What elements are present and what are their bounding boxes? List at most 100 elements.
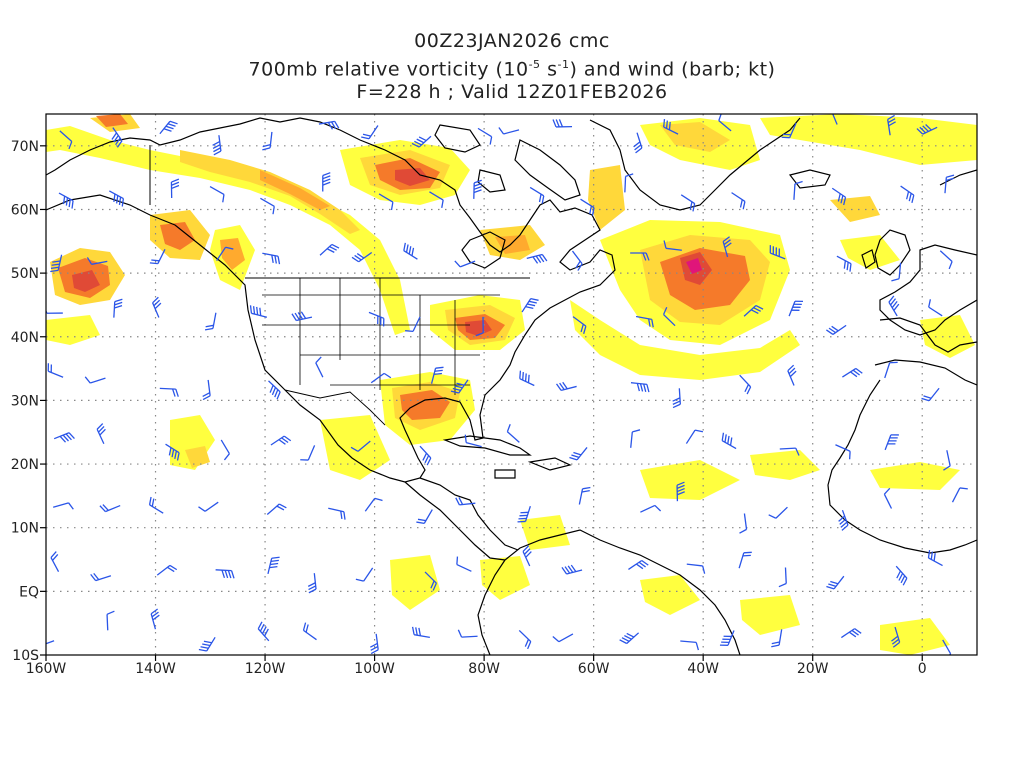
wind-barb: [633, 132, 643, 154]
wind-barb: [473, 179, 482, 199]
wind-barb: [430, 366, 444, 384]
wind-barb: [739, 513, 748, 534]
longitude-labels: 160W 140W 120W 100W 80W 60W 40W 20W 0: [26, 661, 927, 677]
wind-barb: [328, 507, 346, 520]
wind-barb: [781, 122, 797, 139]
wind-barb: [719, 630, 735, 646]
wind-barb: [840, 628, 862, 639]
lon-label: 140W: [135, 661, 176, 677]
wind-barb: [319, 243, 340, 256]
wind-barb: [743, 304, 764, 317]
wind-barb: [721, 432, 737, 450]
wind-barb: [456, 556, 472, 572]
lon-label: 60W: [578, 661, 610, 677]
wind-barb: [787, 364, 797, 386]
wind-barb: [916, 124, 938, 135]
vorticity-shading: [46, 114, 977, 655]
wind-barb: [771, 629, 783, 648]
wind-barb: [262, 252, 281, 265]
wind-barb: [50, 254, 63, 273]
wind-barb: [450, 379, 469, 394]
wind-barb: [156, 564, 178, 576]
wind-barb: [270, 435, 292, 446]
wind-barb: [405, 316, 421, 333]
wind-barb: [836, 255, 852, 272]
lat-label: 50N: [11, 266, 39, 282]
wind-barb: [106, 610, 115, 631]
wind-barb: [680, 640, 700, 651]
wind-barb: [322, 172, 331, 192]
wind-barb: [165, 443, 180, 461]
wind-barb: [159, 120, 178, 135]
wind-barb: [635, 315, 654, 328]
wind-barb: [96, 423, 106, 445]
lat-label: 30N: [11, 393, 39, 409]
wind-barb: [842, 367, 863, 378]
wind-barb: [149, 249, 166, 265]
wind-barb: [943, 450, 951, 471]
wind-barb: [552, 633, 574, 643]
wind-barb: [517, 505, 531, 523]
wind-barb: [411, 135, 432, 148]
title-line-1: 00Z23JAN2026 cmc: [414, 30, 610, 52]
wind-barb: [888, 295, 900, 317]
wind-barb: [738, 551, 752, 569]
wind-barb: [521, 297, 539, 313]
wind-barb: [884, 361, 898, 379]
wind-barb: [86, 257, 108, 265]
wind-barb: [58, 192, 74, 209]
wind-barb: [951, 487, 968, 503]
wind-barb: [302, 622, 317, 641]
wind-barb: [572, 316, 587, 335]
wind-barb: [826, 324, 847, 335]
lon-label: 0: [918, 661, 927, 677]
wind-barb: [944, 174, 955, 194]
lat-label: 10N: [11, 521, 39, 537]
wind-barb: [561, 564, 583, 575]
wind-barb: [46, 640, 55, 645]
lon-label: 80W: [468, 661, 500, 677]
wind-barb: [921, 387, 940, 402]
africa-coast: [827, 317, 977, 554]
wind-barb: [477, 127, 493, 145]
lat-label: 10S: [12, 648, 39, 664]
title-line-3: F=228 h ; Valid 12Z01FEB2026: [356, 81, 668, 104]
wind-barb: [315, 356, 324, 378]
wind-barb: [663, 119, 679, 135]
wind-barb: [403, 242, 418, 260]
wind-barb: [506, 424, 520, 443]
wind-barb: [99, 504, 121, 513]
wind-barb: [619, 632, 640, 645]
wind-barb: [630, 252, 650, 261]
wind-barb: [411, 626, 430, 639]
wind-barb: [526, 253, 548, 264]
wind-barb: [111, 127, 123, 148]
coastlines: [46, 117, 977, 655]
wind-barb: [307, 573, 317, 594]
wind-barb: [891, 626, 901, 648]
wind-barb: [424, 571, 438, 591]
lat-label: 70N: [11, 139, 39, 155]
wind-barb: [768, 506, 788, 519]
wind-barb: [216, 246, 234, 261]
wind-barb: [220, 439, 230, 461]
wind-barb: [368, 311, 385, 327]
wind-barb: [370, 633, 379, 655]
wind-barb: [630, 429, 641, 448]
lat-label: EQ: [19, 584, 39, 600]
wind-barb: [640, 504, 662, 513]
latitude-labels: 70N 60N 50N 40N 30N 20N 10N EQ 10S: [11, 139, 39, 664]
wind-barb: [630, 382, 650, 393]
wind-barb: [580, 198, 595, 216]
lon-label: 40W: [687, 661, 719, 677]
wind-barb: [198, 637, 216, 652]
wind-barb: [59, 130, 73, 150]
wind-barb: [46, 309, 63, 314]
wind-barb: [927, 549, 943, 567]
wind-barb: [928, 299, 943, 317]
axis-ticks: [40, 145, 923, 661]
wind-barb: [686, 563, 706, 574]
wind-barb: [518, 629, 532, 650]
wind-barb: [793, 180, 803, 200]
